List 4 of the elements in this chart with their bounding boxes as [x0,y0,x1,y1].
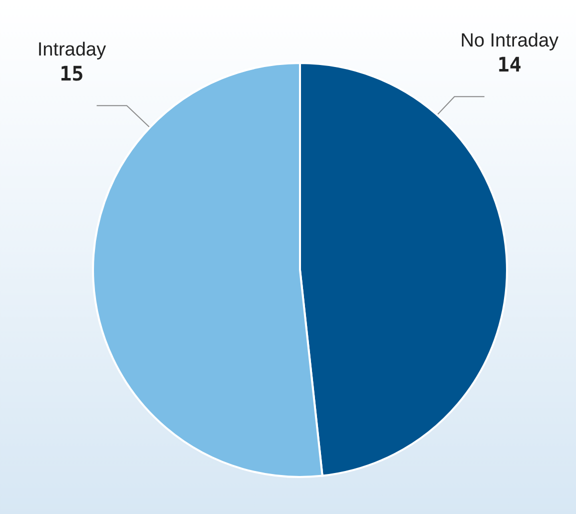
data-label: 15 [60,62,84,86]
slice-label: No Intraday [460,30,560,52]
slice-label: Intraday [37,40,107,61]
data-label: 14 [497,52,522,77]
